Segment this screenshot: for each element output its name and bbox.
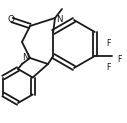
Text: F: F xyxy=(106,39,110,48)
Text: F: F xyxy=(117,55,121,64)
Text: N: N xyxy=(56,15,62,24)
Text: N: N xyxy=(22,54,28,62)
Text: F: F xyxy=(106,63,110,72)
Text: O: O xyxy=(7,15,14,24)
